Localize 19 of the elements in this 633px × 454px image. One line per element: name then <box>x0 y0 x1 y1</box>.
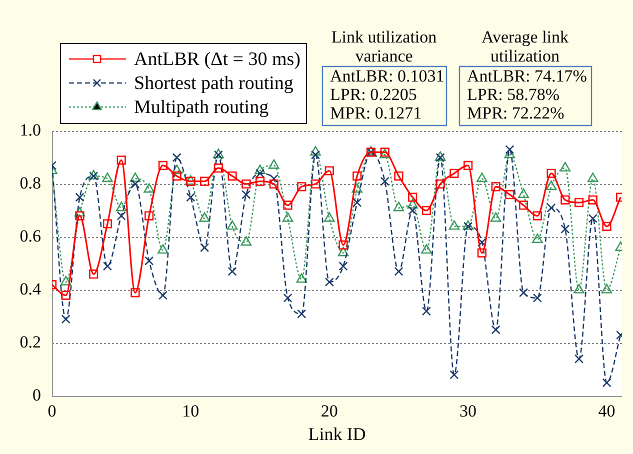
y-tick-label: 0.4 <box>20 279 42 298</box>
y-tick-label: 0.2 <box>20 332 41 352</box>
x-tick-label: 40 <box>598 402 616 421</box>
x-axis-title: Link ID <box>308 424 366 444</box>
y-tick-label: 0.8 <box>20 173 41 192</box>
x-tick-label: 0 <box>48 402 56 421</box>
text: AntLBR: 74.17% LPR: 58.78% MPR: 72.22% <box>467 66 587 122</box>
legend-label: AntLBR (Δt = 30 ms) <box>134 48 300 70</box>
legend-label: Shortest path routing <box>134 72 294 94</box>
y-tick-label: 0 <box>32 385 41 404</box>
text: Average link utilization <box>481 27 569 66</box>
text: AntLBR: 0.1031 LPR: 0.2205 MPR: 0.1271 <box>330 66 444 122</box>
text: Link utilization variance <box>331 27 438 66</box>
y-tick-label: 0.6 <box>20 226 41 246</box>
legend-label: Multipath routing <box>134 96 270 118</box>
x-tick-label: 30 <box>460 402 477 421</box>
x-tick-label: 10 <box>182 402 200 421</box>
x-tick-label: 20 <box>320 402 338 421</box>
y-tick-label: 1.0 <box>20 120 41 140</box>
